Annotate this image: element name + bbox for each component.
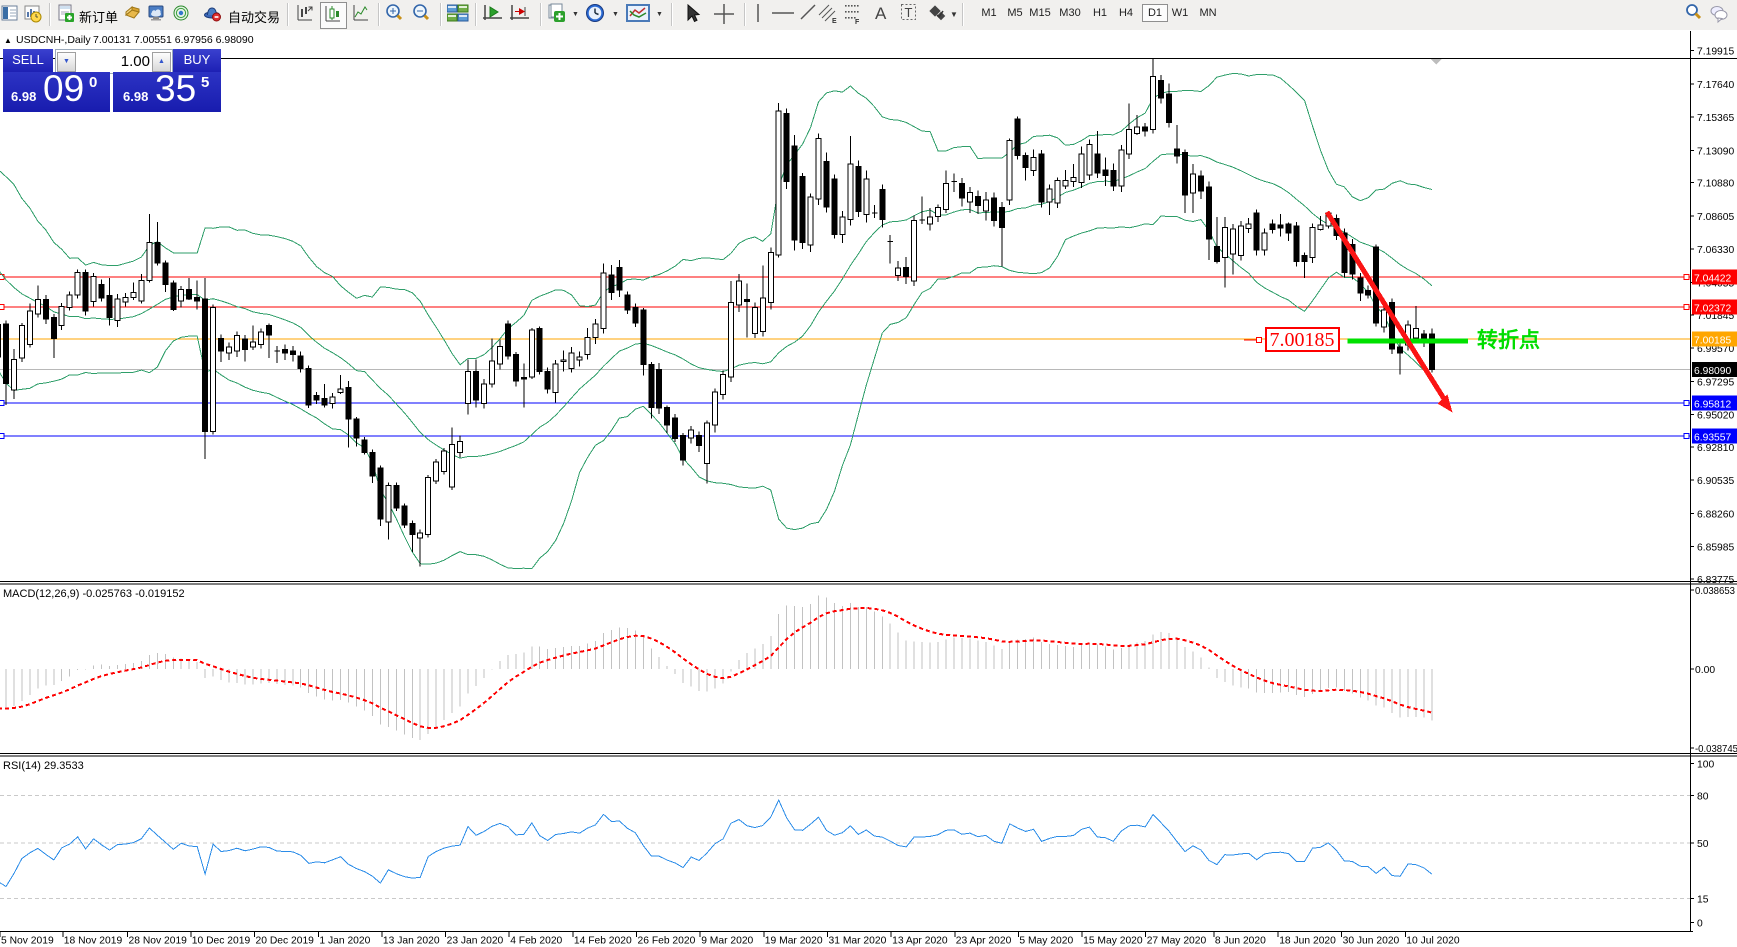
svg-text:1 Jan 2020: 1 Jan 2020 [319, 936, 370, 947]
svg-text:8 Jun 2020: 8 Jun 2020 [1215, 936, 1266, 947]
svg-text:6.92810: 6.92810 [1697, 443, 1734, 454]
svg-text:7.08605: 7.08605 [1697, 212, 1734, 223]
svg-text:30 Jun 2020: 30 Jun 2020 [1343, 936, 1400, 947]
svg-text:6.95020: 6.95020 [1697, 411, 1734, 422]
svg-text:7.00185: 7.00185 [1270, 329, 1335, 351]
svg-text:31 Mar 2020: 31 Mar 2020 [829, 936, 887, 947]
svg-text:6.98090: 6.98090 [1694, 366, 1731, 377]
svg-text:7.06330: 7.06330 [1697, 245, 1734, 256]
svg-text:7.15365: 7.15365 [1697, 113, 1734, 124]
svg-text:100: 100 [1697, 760, 1714, 771]
svg-text:5 May 2020: 5 May 2020 [1019, 936, 1073, 947]
svg-text:14 Feb 2020: 14 Feb 2020 [574, 936, 632, 947]
svg-text:0.038653: 0.038653 [1695, 586, 1735, 597]
svg-text:6.83775: 6.83775 [1697, 575, 1734, 586]
svg-text:18 Jun 2020: 18 Jun 2020 [1279, 936, 1336, 947]
svg-text:7.10880: 7.10880 [1697, 179, 1734, 190]
svg-text:50: 50 [1697, 839, 1709, 850]
svg-text:23 Jan 2020: 23 Jan 2020 [447, 936, 504, 947]
svg-text:7.17640: 7.17640 [1697, 80, 1734, 91]
svg-text:28 Nov 2019: 28 Nov 2019 [129, 936, 188, 947]
svg-text:7.04422: 7.04422 [1694, 274, 1731, 285]
svg-text:4 Feb 2020: 4 Feb 2020 [510, 936, 562, 947]
svg-text:5 Nov 2019: 5 Nov 2019 [1, 936, 54, 947]
svg-text:20 Dec 2019: 20 Dec 2019 [256, 936, 315, 947]
svg-text:7.13090: 7.13090 [1697, 146, 1734, 157]
svg-text:26 Feb 2020: 26 Feb 2020 [638, 936, 696, 947]
svg-text:9 Mar 2020: 9 Mar 2020 [701, 936, 753, 947]
svg-text:6.97295: 6.97295 [1697, 377, 1734, 388]
svg-text:13 Apr 2020: 13 Apr 2020 [892, 936, 948, 947]
svg-text:6.85985: 6.85985 [1697, 543, 1734, 554]
svg-text:F: F [855, 19, 860, 26]
svg-text:27 May 2020: 27 May 2020 [1147, 936, 1207, 947]
svg-text:7.00185: 7.00185 [1694, 336, 1731, 347]
svg-text:18 Nov 2019: 18 Nov 2019 [64, 936, 123, 947]
svg-text:6.93557: 6.93557 [1694, 433, 1731, 444]
svg-text:RSI(14) 29.3533: RSI(14) 29.3533 [3, 760, 84, 772]
svg-text:23 Apr 2020: 23 Apr 2020 [956, 936, 1012, 947]
svg-text:13 Jan 2020: 13 Jan 2020 [383, 936, 440, 947]
svg-text:15 May 2020: 15 May 2020 [1083, 936, 1143, 947]
svg-text:转折点: 转折点 [1477, 328, 1540, 352]
svg-text:7.01845: 7.01845 [1697, 311, 1734, 322]
svg-text:80: 80 [1697, 791, 1709, 802]
svg-text:0.00: 0.00 [1695, 665, 1715, 676]
svg-text:15: 15 [1697, 895, 1709, 906]
svg-text:19 Mar 2020: 19 Mar 2020 [765, 936, 823, 947]
svg-text:7.02372: 7.02372 [1694, 304, 1731, 315]
svg-text:7.19915: 7.19915 [1697, 47, 1734, 58]
svg-text:0: 0 [1697, 919, 1703, 930]
svg-text:E: E [832, 18, 837, 25]
svg-text:6.88260: 6.88260 [1697, 509, 1734, 520]
svg-text:-0.038745: -0.038745 [1695, 744, 1737, 755]
svg-text:6.90535: 6.90535 [1697, 476, 1734, 487]
svg-text:10 Dec 2019: 10 Dec 2019 [192, 936, 251, 947]
svg-text:6.99570: 6.99570 [1697, 344, 1734, 355]
svg-text:T: T [905, 5, 913, 20]
svg-text:A: A [875, 4, 887, 23]
svg-text:10 Jul 2020: 10 Jul 2020 [1406, 936, 1460, 947]
svg-text:6.95812: 6.95812 [1694, 400, 1731, 411]
svg-text:MACD(12,26,9) -0.025763 -0.019: MACD(12,26,9) -0.025763 -0.019152 [3, 588, 185, 600]
